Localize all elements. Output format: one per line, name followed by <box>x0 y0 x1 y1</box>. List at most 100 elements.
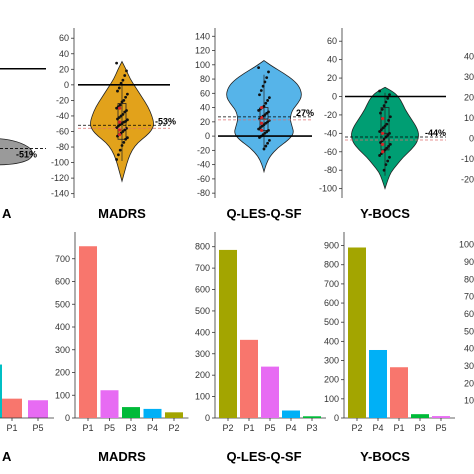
data-point <box>383 124 387 128</box>
y-tick-label: -60 <box>324 147 337 157</box>
bar <box>240 339 258 418</box>
bar <box>2 398 22 418</box>
y-tick-label: 100 <box>55 390 70 400</box>
data-point <box>117 153 120 157</box>
y-tick-label: 10 <box>464 396 474 406</box>
y-tick-label: 800 <box>195 242 210 252</box>
data-point <box>122 140 126 144</box>
y-tick-label: 60 <box>327 36 337 46</box>
bar <box>28 400 48 418</box>
panel-title: MADRS <box>98 449 146 464</box>
data-point <box>382 137 386 141</box>
data-point <box>118 148 122 152</box>
data-point <box>259 89 263 92</box>
data-point-highlight <box>118 132 122 137</box>
data-point <box>379 111 382 115</box>
y-tick-label: 60 <box>200 88 210 98</box>
y-tick-label: 80 <box>200 74 210 84</box>
y-tick-label: 40 <box>464 344 474 354</box>
bar <box>0 364 2 418</box>
y-tick-label: -60 <box>197 174 210 184</box>
panel-title: Q-LES-Q-SF <box>226 206 301 221</box>
y-tick-label: 80 <box>464 274 474 284</box>
data-point <box>380 107 384 111</box>
y-tick-label: 30 <box>464 72 474 82</box>
y-tick-label: 400 <box>195 327 210 337</box>
data-point <box>262 147 266 151</box>
x-tick-label: P5 <box>264 423 275 433</box>
x-tick-label: P3 <box>125 423 136 433</box>
y-tick-label: 200 <box>324 375 339 385</box>
data-point-highlight <box>260 115 264 120</box>
y-tick-label: 30 <box>464 361 474 371</box>
data-point-highlight <box>381 142 385 147</box>
data-point <box>124 137 127 141</box>
data-point <box>381 126 385 130</box>
x-tick-label: P5 <box>435 423 446 433</box>
y-tick-label: 700 <box>195 263 210 273</box>
y-tick-label: 0 <box>65 413 70 423</box>
data-point-highlight <box>381 131 385 135</box>
y-tick-label: 700 <box>55 254 70 264</box>
data-point <box>115 61 118 65</box>
data-point <box>116 117 119 121</box>
percent-change-label: -51% <box>16 149 37 159</box>
percent-change-label: -53% <box>155 116 176 126</box>
data-point <box>266 141 269 145</box>
y-tick-label: -100 <box>51 158 69 168</box>
panel-title: Y-BOCS <box>360 206 410 221</box>
y-tick-label: 300 <box>324 356 339 366</box>
data-point <box>120 100 124 104</box>
y-tick-label: 900 <box>324 241 339 251</box>
y-tick-label: 0 <box>334 413 339 423</box>
y-tick-label: 40 <box>327 55 337 65</box>
y-tick-label: -140 <box>51 189 69 199</box>
data-point <box>116 89 119 93</box>
bar <box>411 414 429 418</box>
data-point <box>382 104 386 108</box>
y-tick-label: -80 <box>197 188 210 198</box>
y-tick-label: 60 <box>464 309 474 319</box>
bar <box>369 349 387 418</box>
data-point <box>378 130 381 133</box>
y-tick-label: 400 <box>324 336 339 346</box>
data-point <box>115 106 118 110</box>
data-point <box>389 115 392 119</box>
bar-panel-6: 0 100 200 300 400 500 600 700 P1 P5 P3 P4 P2 MADRS <box>55 232 189 464</box>
y-tick-label: -20 <box>324 110 337 120</box>
y-tick-label: 600 <box>55 277 70 287</box>
bar <box>303 416 321 418</box>
y-tick-label: 20 <box>59 64 69 74</box>
y-tick-label: 500 <box>195 306 210 316</box>
data-point <box>119 81 123 85</box>
data-point <box>385 146 389 150</box>
data-point <box>257 109 260 112</box>
y-tick-label: 0 <box>64 80 69 90</box>
y-tick-label: 100 <box>195 60 210 70</box>
y-tick-label: -40 <box>56 111 69 121</box>
bar <box>122 407 140 418</box>
y-tick-label: -20 <box>461 175 474 185</box>
panel-title: MADRS <box>98 206 146 221</box>
y-tick-label: 100 <box>459 240 474 250</box>
y-tick-label: 0 <box>469 134 474 144</box>
y-tick-label: 20 <box>327 73 337 83</box>
data-point <box>387 144 390 148</box>
data-point <box>268 96 271 99</box>
y-tick-label: -80 <box>56 142 69 152</box>
y-tick-label: -10 <box>461 154 474 164</box>
data-point <box>378 154 381 157</box>
x-tick-label: P4 <box>147 423 158 433</box>
x-tick-label: P2 <box>222 423 233 433</box>
data-point-highlight <box>118 120 122 124</box>
data-point <box>258 93 261 97</box>
y-tick-label: 40 <box>200 103 210 113</box>
data-point-highlight <box>381 150 385 154</box>
y-tick-label: 300 <box>195 349 210 359</box>
data-point <box>120 144 124 147</box>
y-tick-label: 200 <box>195 370 210 380</box>
data-point <box>261 84 265 88</box>
bar <box>219 249 237 418</box>
y-tick-label: 40 <box>464 52 474 62</box>
y-tick-label: 0 <box>205 413 210 423</box>
